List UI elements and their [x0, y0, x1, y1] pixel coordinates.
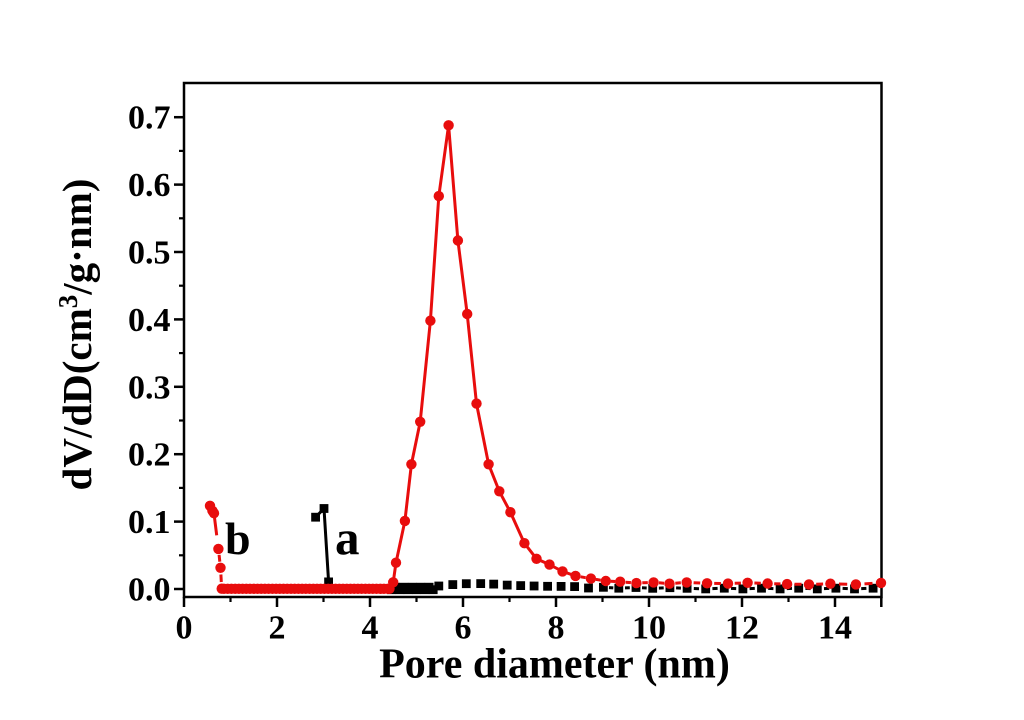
svg-text:0: 0: [176, 610, 193, 647]
svg-text:a: a: [335, 510, 360, 565]
svg-text:Pore diameter (nm): Pore diameter (nm): [379, 642, 730, 688]
svg-text:12: 12: [725, 610, 759, 647]
svg-text:0.2: 0.2: [128, 437, 171, 474]
svg-text:14: 14: [818, 610, 852, 647]
svg-text:0.7: 0.7: [128, 100, 171, 137]
svg-text:0.5: 0.5: [128, 235, 171, 272]
svg-text:2: 2: [269, 610, 286, 647]
svg-text:0.3: 0.3: [128, 369, 171, 406]
svg-text:b: b: [225, 513, 251, 564]
svg-text:dV/dD(cm3/g·nm): dV/dD(cm3/g·nm): [53, 179, 100, 491]
svg-text:0.4: 0.4: [128, 302, 171, 339]
svg-text:0.1: 0.1: [128, 504, 171, 541]
svg-text:0.0: 0.0: [128, 572, 171, 609]
svg-text:0.6: 0.6: [128, 167, 171, 204]
svg-text:4: 4: [362, 610, 379, 647]
